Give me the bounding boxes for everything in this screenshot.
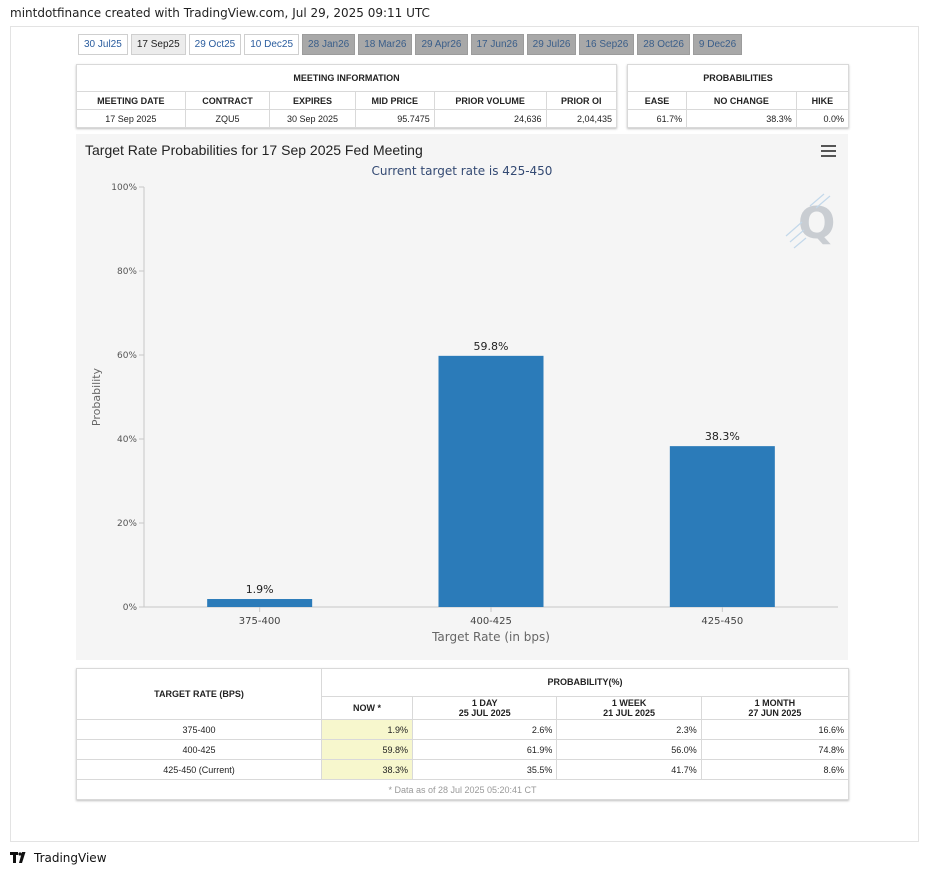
no-change-value: 38.3% (686, 109, 797, 128)
rate-label: 375-400 (76, 719, 322, 740)
col-probability-group: PROBABILITY(%) (321, 668, 849, 697)
bar-value-label: 1.9% (246, 583, 274, 596)
tradingview-brand: TradingView (34, 851, 107, 865)
y-tick-label: 60% (117, 351, 137, 361)
probability-cell: 8.6% (700, 759, 850, 780)
col-1-month: 1 MONTH 27 JUN 2025 (700, 695, 850, 721)
tab-meeting-date[interactable]: 10 Dec25 (244, 34, 300, 55)
col-prior-oi: PRIOR OI (545, 91, 617, 110)
probability-cell: 2.3% (556, 719, 702, 740)
col-hike: HIKE (795, 91, 850, 110)
bar-value-label: 38.3% (705, 430, 740, 443)
x-tick-label: 425-450 (701, 616, 743, 627)
bar-400-425 (438, 355, 544, 607)
meeting-info-table: MEETING INFORMATION MEETING DATE CONTRAC… (76, 64, 617, 128)
rate-label: 425-450 (Current) (76, 759, 322, 780)
probability-cell: 38.3% (321, 759, 413, 780)
table-row: 400-425 59.8% 61.9% 56.0% 74.8% (76, 739, 850, 760)
probability-cell: 59.8% (321, 739, 413, 760)
col-1-week: 1 WEEK 21 JUL 2025 (556, 695, 702, 721)
col-1-day: 1 DAY 25 JUL 2025 (411, 695, 558, 721)
tab-meeting-date[interactable]: 16 Sep26 (579, 34, 635, 55)
probability-cell: 1.9% (321, 719, 413, 740)
probability-chart: 0% 20% 40% 60% 80% 100% Probability 1.9% 375-400… (76, 134, 848, 660)
tradingview-logo-icon (10, 852, 26, 863)
meeting-date-tabs: 30 Jul25 17 Sep25 29 Oct25 10 Dec25 28 Jan26… (78, 34, 743, 55)
probabilities-table: PROBABILITIES EASE NO CHANGE HIKE 61.7% … (626, 64, 850, 128)
meeting-date-value: 17 Sep 2025 (76, 109, 186, 128)
data-timestamp-note: * Data as of 28 Jul 2025 05:20:41 CT (76, 779, 849, 800)
prior-oi-value: 2,04,435 (545, 109, 617, 128)
tab-meeting-date[interactable]: 28 Oct26 (637, 34, 690, 55)
x-tick-label: 400-425 (470, 616, 512, 627)
tab-meeting-date[interactable]: 9 Dec26 (692, 34, 743, 55)
chart-caption: mintdotfinance created with TradingView.… (10, 6, 430, 20)
expires-value: 30 Sep 2025 (269, 109, 356, 128)
col-target-rate: TARGET RATE (BPS) (76, 668, 322, 720)
col-ease: EASE (626, 91, 688, 110)
x-axis-title: Target Rate (in bps) (431, 630, 550, 644)
col-meeting-date: MEETING DATE (76, 91, 186, 110)
probability-cell: 16.6% (700, 719, 850, 740)
col-no-change: NO CHANGE (686, 91, 797, 110)
content-frame (10, 26, 919, 842)
table-row: 375-400 1.9% 2.6% 2.3% 16.6% (76, 719, 850, 740)
prior-volume-value: 24,636 (433, 109, 547, 128)
probabilities-title: PROBABILITIES (627, 64, 849, 92)
mid-price-value: 95.7475 (354, 109, 435, 128)
tab-meeting-date[interactable]: 29 Oct25 (188, 34, 242, 55)
col-prior-volume: PRIOR VOLUME (433, 91, 547, 110)
chart-subtitle: Current target rate is 425-450 (371, 164, 553, 178)
bar-value-label: 59.8% (474, 340, 509, 353)
y-tick-label: 20% (117, 519, 137, 529)
probability-cell: 41.7% (556, 759, 702, 780)
bar-425-450 (669, 446, 775, 607)
chart-title: Target Rate Probabilities for 17 Sep 202… (85, 142, 423, 158)
tab-meeting-date[interactable]: 18 Mar26 (358, 34, 413, 55)
col-now: NOW * (321, 695, 413, 721)
y-axis-title: Probability (90, 367, 103, 426)
tradingview-logo[interactable]: TradingView (10, 851, 107, 865)
y-tick-label: 80% (117, 267, 137, 277)
tab-meeting-date[interactable]: 17 Sep25 (130, 34, 186, 55)
ease-value: 61.7% (626, 109, 688, 128)
chart-plot-area: 0% 20% 40% 60% 80% 100% Probability 1.9% 375-400… (90, 183, 838, 644)
y-tick-label: 0% (123, 603, 138, 613)
svg-text:Q: Q (798, 198, 835, 249)
hamburger-menu-icon[interactable] (821, 145, 836, 157)
y-tick-label: 100% (111, 183, 137, 193)
tab-meeting-date[interactable]: 29 Jul26 (526, 34, 577, 55)
probability-cell: 61.9% (411, 739, 558, 760)
tab-meeting-date[interactable]: 29 Apr26 (415, 34, 468, 55)
col-expires: EXPIRES (269, 91, 356, 110)
bar-375-400 (207, 599, 313, 607)
tab-meeting-date[interactable]: 30 Jul25 (78, 34, 128, 55)
target-rate-table: TARGET RATE (BPS) PROBABILITY(%) NOW * 1… (76, 668, 850, 800)
q-watermark-icon: Q (785, 193, 835, 249)
col-mid-price: MID PRICE (354, 91, 435, 110)
hike-value: 0.0% (795, 109, 850, 128)
tab-meeting-date[interactable]: 17 Jun26 (470, 34, 524, 55)
y-tick-label: 40% (117, 435, 137, 445)
tab-meeting-date[interactable]: 28 Jan26 (302, 34, 356, 55)
x-tick-label: 375-400 (239, 616, 281, 627)
meeting-info-title: MEETING INFORMATION (76, 64, 617, 92)
col-contract: CONTRACT (184, 91, 271, 110)
probability-cell: 56.0% (556, 739, 702, 760)
probability-cell: 2.6% (411, 719, 558, 740)
table-row: 425-450 (Current) 38.3% 35.5% 41.7% 8.6% (76, 759, 850, 780)
probability-cell: 35.5% (411, 759, 558, 780)
probability-cell: 74.8% (700, 739, 850, 760)
rate-label: 400-425 (76, 739, 322, 760)
contract-value: ZQU5 (184, 109, 271, 128)
